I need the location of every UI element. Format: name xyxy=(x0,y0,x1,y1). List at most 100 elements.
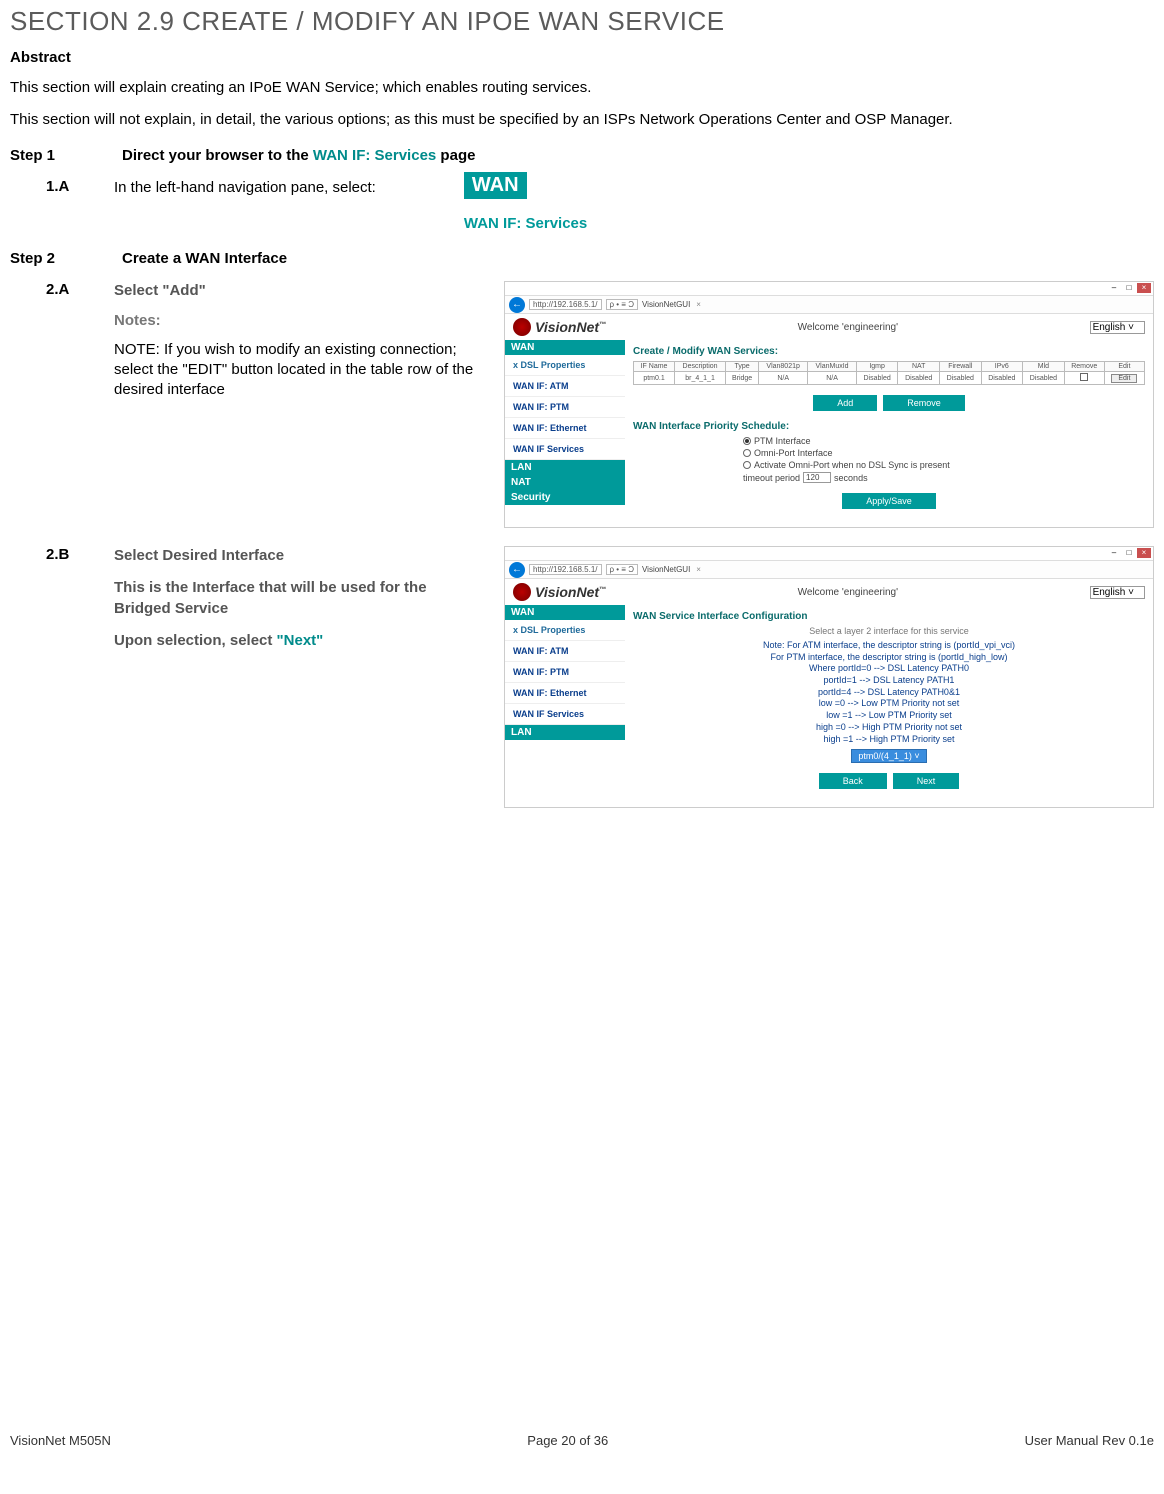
nav-sec[interactable]: Security xyxy=(505,490,625,505)
nav-eth[interactable]: WAN IF: Ethernet xyxy=(505,683,625,704)
win-min-icon[interactable]: – xyxy=(1107,283,1121,293)
substep-1a-text: In the left-hand navigation pane, select… xyxy=(114,178,376,198)
win-max-icon[interactable]: □ xyxy=(1122,283,1136,293)
brand-text: VisionNet xyxy=(535,584,599,600)
screenshot-2a: – □ × ← http://192.168.5.1/ ρ • ≡ Ɔ Visi… xyxy=(504,281,1154,528)
radio-ptm[interactable]: PTM Interface xyxy=(743,436,1145,446)
wan-services-table: IF Name Description Type Vlan8021p VlanM… xyxy=(633,361,1145,385)
nav-nat[interactable]: NAT xyxy=(505,475,625,490)
priority-title: WAN Interface Priority Schedule: xyxy=(633,421,1145,432)
timeout-input[interactable]: 120 xyxy=(803,472,831,483)
step2-label: Step 2 xyxy=(10,250,90,267)
nav-eth[interactable]: WAN IF: Ethernet xyxy=(505,418,625,439)
th: Type xyxy=(726,362,759,372)
td: Disabled xyxy=(939,372,981,385)
brand-tm: ™ xyxy=(599,321,606,328)
interface-select[interactable]: ptm0/(4_1_1) ˅ xyxy=(851,749,926,763)
step1-text: Direct your browser to the WAN IF: Servi… xyxy=(122,147,475,164)
radio-omni[interactable]: Omni-Port Interface xyxy=(743,448,1145,458)
language-select[interactable]: English ˅ xyxy=(1090,586,1145,599)
nav-lan[interactable]: LAN xyxy=(505,460,625,475)
radio-icon[interactable] xyxy=(743,437,751,445)
td: N/A xyxy=(808,372,857,385)
td: Bridge xyxy=(726,372,759,385)
radio-icon[interactable] xyxy=(743,461,751,469)
nav-atm[interactable]: WAN IF: ATM xyxy=(505,376,625,397)
td-remove[interactable] xyxy=(1064,372,1104,385)
welcome-text: Welcome 'engineering' xyxy=(798,322,898,333)
remove-checkbox[interactable] xyxy=(1080,373,1088,381)
brand-text: VisionNet xyxy=(535,319,599,335)
timeout-row: timeout period 120 seconds xyxy=(743,472,1145,483)
timeout-suffix: seconds xyxy=(834,473,868,483)
th: Vlan8021p xyxy=(759,362,808,372)
add-button[interactable]: Add xyxy=(813,395,877,411)
td-edit[interactable]: Edit xyxy=(1104,372,1144,385)
search-hint: ρ • ≡ Ɔ xyxy=(606,299,638,310)
substep-2b-text: Select Desired Interface This is the Int… xyxy=(114,546,476,651)
panel-a-title: Create / Modify WAN Services: xyxy=(633,346,1145,357)
sidebar-nav: WAN x DSL Properties WAN IF: ATM WAN IF:… xyxy=(505,605,625,807)
step2-row: Step 2 Create a WAN Interface xyxy=(10,250,1154,267)
substep-1a: 1.A In the left-hand navigation pane, se… xyxy=(46,178,1154,232)
browser-tab[interactable]: VisionNetGUI xyxy=(642,565,690,574)
substep-2b: 2.B Select Desired Interface This is the… xyxy=(46,546,1154,812)
brand-icon xyxy=(513,318,531,336)
substep-2a-label: 2.A xyxy=(46,281,86,298)
welcome-text: Welcome 'engineering' xyxy=(798,587,898,598)
win-close-icon[interactable]: × xyxy=(1137,283,1151,293)
brand-icon xyxy=(513,583,531,601)
remove-button[interactable]: Remove xyxy=(883,395,965,411)
tab-close-icon[interactable]: × xyxy=(696,565,701,574)
next-button[interactable]: Next xyxy=(893,773,960,789)
nav-svc[interactable]: WAN IF Services xyxy=(505,704,625,725)
brand-logo: VisionNet™ xyxy=(513,318,606,336)
substep-1a-label: 1.A xyxy=(46,178,86,195)
nav-atm[interactable]: WAN IF: ATM xyxy=(505,641,625,662)
nav-ptm[interactable]: WAN IF: PTM xyxy=(505,662,625,683)
step1-link: WAN IF: Services xyxy=(313,147,436,164)
back-icon[interactable]: ← xyxy=(509,562,525,578)
win-max-icon[interactable]: □ xyxy=(1122,548,1136,558)
table-header-row: IF Name Description Type Vlan8021p VlanM… xyxy=(634,362,1145,372)
screenshot-2b: – □ × ← http://192.168.5.1/ ρ • ≡ Ɔ Visi… xyxy=(504,546,1154,808)
footer-right: User Manual Rev 0.1e xyxy=(1025,1433,1154,1448)
main-panel-a: Create / Modify WAN Services: IF Name De… xyxy=(625,340,1153,527)
td: Disabled xyxy=(1023,372,1065,385)
edit-button[interactable]: Edit xyxy=(1111,374,1137,383)
panel-b-title: WAN Service Interface Configuration xyxy=(633,611,1145,622)
substep-2b-label: 2.B xyxy=(46,546,86,563)
nav-dsl[interactable]: x DSL Properties xyxy=(505,355,625,376)
nav-wan[interactable]: WAN xyxy=(505,605,625,620)
nav-lan[interactable]: LAN xyxy=(505,725,625,740)
nav-wan[interactable]: WAN xyxy=(505,340,625,355)
browser-tab[interactable]: VisionNetGUI xyxy=(642,300,690,309)
th: NAT xyxy=(898,362,940,372)
back-button[interactable]: Back xyxy=(819,773,887,789)
apply-save-button[interactable]: Apply/Save xyxy=(842,493,936,509)
panel-b-note: Note: For ATM interface, the descriptor … xyxy=(633,640,1145,745)
radio-icon[interactable] xyxy=(743,449,751,457)
win-close-icon[interactable]: × xyxy=(1137,548,1151,558)
nav-ptm[interactable]: WAN IF: PTM xyxy=(505,397,625,418)
footer-left: VisionNet M505N xyxy=(10,1433,111,1448)
timeout-prefix: timeout period xyxy=(743,473,800,483)
address-bar[interactable]: http://192.168.5.1/ xyxy=(529,564,602,575)
th: Firewall xyxy=(939,362,981,372)
th: Mld xyxy=(1023,362,1065,372)
address-bar[interactable]: http://192.168.5.1/ xyxy=(529,299,602,310)
nav-svc[interactable]: WAN IF Services xyxy=(505,439,625,460)
main-panel-b: WAN Service Interface Configuration Sele… xyxy=(625,605,1153,807)
nav-dsl[interactable]: x DSL Properties xyxy=(505,620,625,641)
tab-close-icon[interactable]: × xyxy=(696,300,701,309)
win-min-icon[interactable]: – xyxy=(1107,548,1121,558)
language-select[interactable]: English ˅ xyxy=(1090,321,1145,334)
back-icon[interactable]: ← xyxy=(509,297,525,313)
td: br_4_1_1 xyxy=(675,372,726,385)
th: Remove xyxy=(1064,362,1104,372)
td: N/A xyxy=(759,372,808,385)
radio-activate[interactable]: Activate Omni-Port when no DSL Sync is p… xyxy=(743,460,1145,470)
footer-center: Page 20 of 36 xyxy=(527,1433,608,1448)
td: Disabled xyxy=(981,372,1023,385)
th: Description xyxy=(675,362,726,372)
